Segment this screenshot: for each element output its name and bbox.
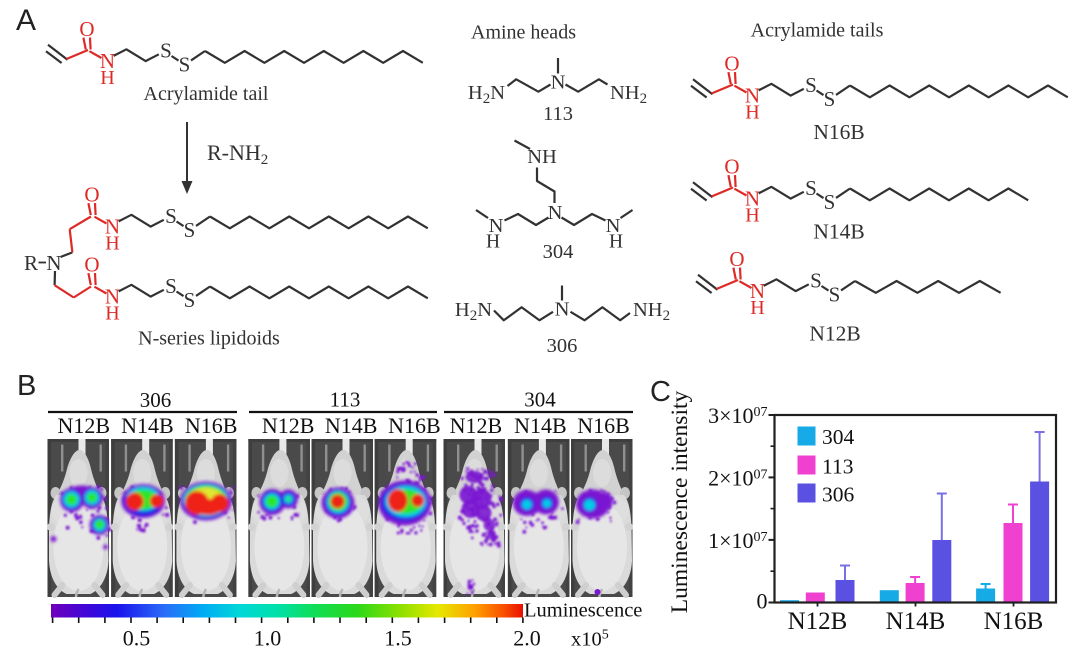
svg-text:Acrylamide tail: Acrylamide tail <box>144 83 269 105</box>
svg-text:N14B: N14B <box>325 413 378 438</box>
svg-text:x105: x105 <box>571 628 609 651</box>
svg-text:S: S <box>184 218 196 242</box>
svg-text:N: N <box>745 187 760 211</box>
svg-text:1.0: 1.0 <box>254 626 282 651</box>
svg-text:NH: NH <box>527 146 557 168</box>
svg-text:0: 0 <box>757 589 768 614</box>
svg-text:Luminescence intensity: Luminescence intensity <box>667 390 693 613</box>
svg-text:H: H <box>486 231 500 252</box>
svg-text:S: S <box>160 38 172 62</box>
svg-text:S: S <box>165 274 177 298</box>
svg-text:N: N <box>489 215 504 237</box>
svg-text:S: S <box>805 73 817 97</box>
svg-text:O: O <box>84 183 99 207</box>
svg-text:N: N <box>548 202 563 224</box>
svg-text:Acrylamide tails: Acrylamide tails <box>751 20 884 42</box>
svg-text:113: 113 <box>543 103 573 125</box>
svg-text:A: A <box>16 4 36 37</box>
svg-text:H: H <box>745 102 759 124</box>
svg-text:N12B: N12B <box>262 413 315 438</box>
svg-text:N12B: N12B <box>809 322 860 346</box>
svg-text:N16B: N16B <box>388 413 441 438</box>
svg-text:306: 306 <box>547 335 578 357</box>
svg-text:N: N <box>551 71 566 93</box>
svg-text:C: C <box>650 376 671 408</box>
svg-text:O: O <box>724 155 739 179</box>
svg-text:R: R <box>24 251 38 275</box>
svg-text:N: N <box>555 298 570 320</box>
svg-text:S: S <box>165 204 177 228</box>
svg-text:N: N <box>105 215 120 239</box>
svg-text:Luminescence: Luminescence <box>524 600 642 622</box>
svg-text:306: 306 <box>822 483 855 507</box>
svg-text:B: B <box>17 370 36 402</box>
svg-text:O: O <box>84 253 99 277</box>
svg-text:N14B: N14B <box>121 413 174 438</box>
svg-text:O: O <box>729 247 744 271</box>
svg-text:S: S <box>179 52 191 76</box>
svg-text:1.5: 1.5 <box>384 626 412 651</box>
svg-text:N: N <box>750 279 765 303</box>
svg-text:S: S <box>824 87 836 111</box>
svg-text:H: H <box>750 297 764 319</box>
svg-text:H2N: H2N <box>468 82 505 107</box>
svg-text:N14B: N14B <box>514 413 567 438</box>
svg-text:N-series lipidoids: N-series lipidoids <box>138 328 280 350</box>
svg-text:N: N <box>745 84 760 108</box>
svg-text:N: N <box>105 285 120 309</box>
svg-text:N: N <box>100 49 115 73</box>
svg-text:0.5: 0.5 <box>123 626 151 651</box>
svg-text:N: N <box>606 215 621 237</box>
svg-text:N: N <box>46 251 61 275</box>
svg-text:2.0: 2.0 <box>513 626 541 651</box>
svg-text:304: 304 <box>543 241 574 263</box>
svg-text:113: 113 <box>330 388 361 412</box>
svg-text:N14B: N14B <box>813 220 864 244</box>
svg-text:N14B: N14B <box>886 608 946 635</box>
svg-text:N16B: N16B <box>984 608 1044 635</box>
svg-text:S: S <box>805 176 817 200</box>
svg-text:N12B: N12B <box>788 608 848 635</box>
svg-text:N16B: N16B <box>185 413 238 438</box>
svg-text:O: O <box>79 17 94 41</box>
svg-text:H: H <box>100 67 114 89</box>
svg-text:N12B: N12B <box>58 413 111 438</box>
svg-text:N16B: N16B <box>577 413 630 438</box>
svg-text:N16B: N16B <box>813 120 864 144</box>
svg-text:Amine heads: Amine heads <box>471 22 576 44</box>
svg-text:R-NH2: R-NH2 <box>207 140 268 168</box>
svg-text:304: 304 <box>524 388 556 412</box>
svg-text:S: S <box>824 190 836 214</box>
svg-text:S: S <box>810 268 822 292</box>
svg-text:H: H <box>105 303 119 325</box>
svg-text:S: S <box>829 282 841 306</box>
svg-text:S: S <box>184 288 196 312</box>
svg-text:H: H <box>745 205 759 227</box>
svg-text:O: O <box>724 52 739 76</box>
svg-text:H: H <box>105 233 119 255</box>
svg-text:113: 113 <box>822 455 853 479</box>
svg-text:H: H <box>609 231 623 252</box>
svg-text:N12B: N12B <box>450 413 503 438</box>
svg-text:306: 306 <box>140 388 172 412</box>
svg-text:304: 304 <box>822 425 855 449</box>
